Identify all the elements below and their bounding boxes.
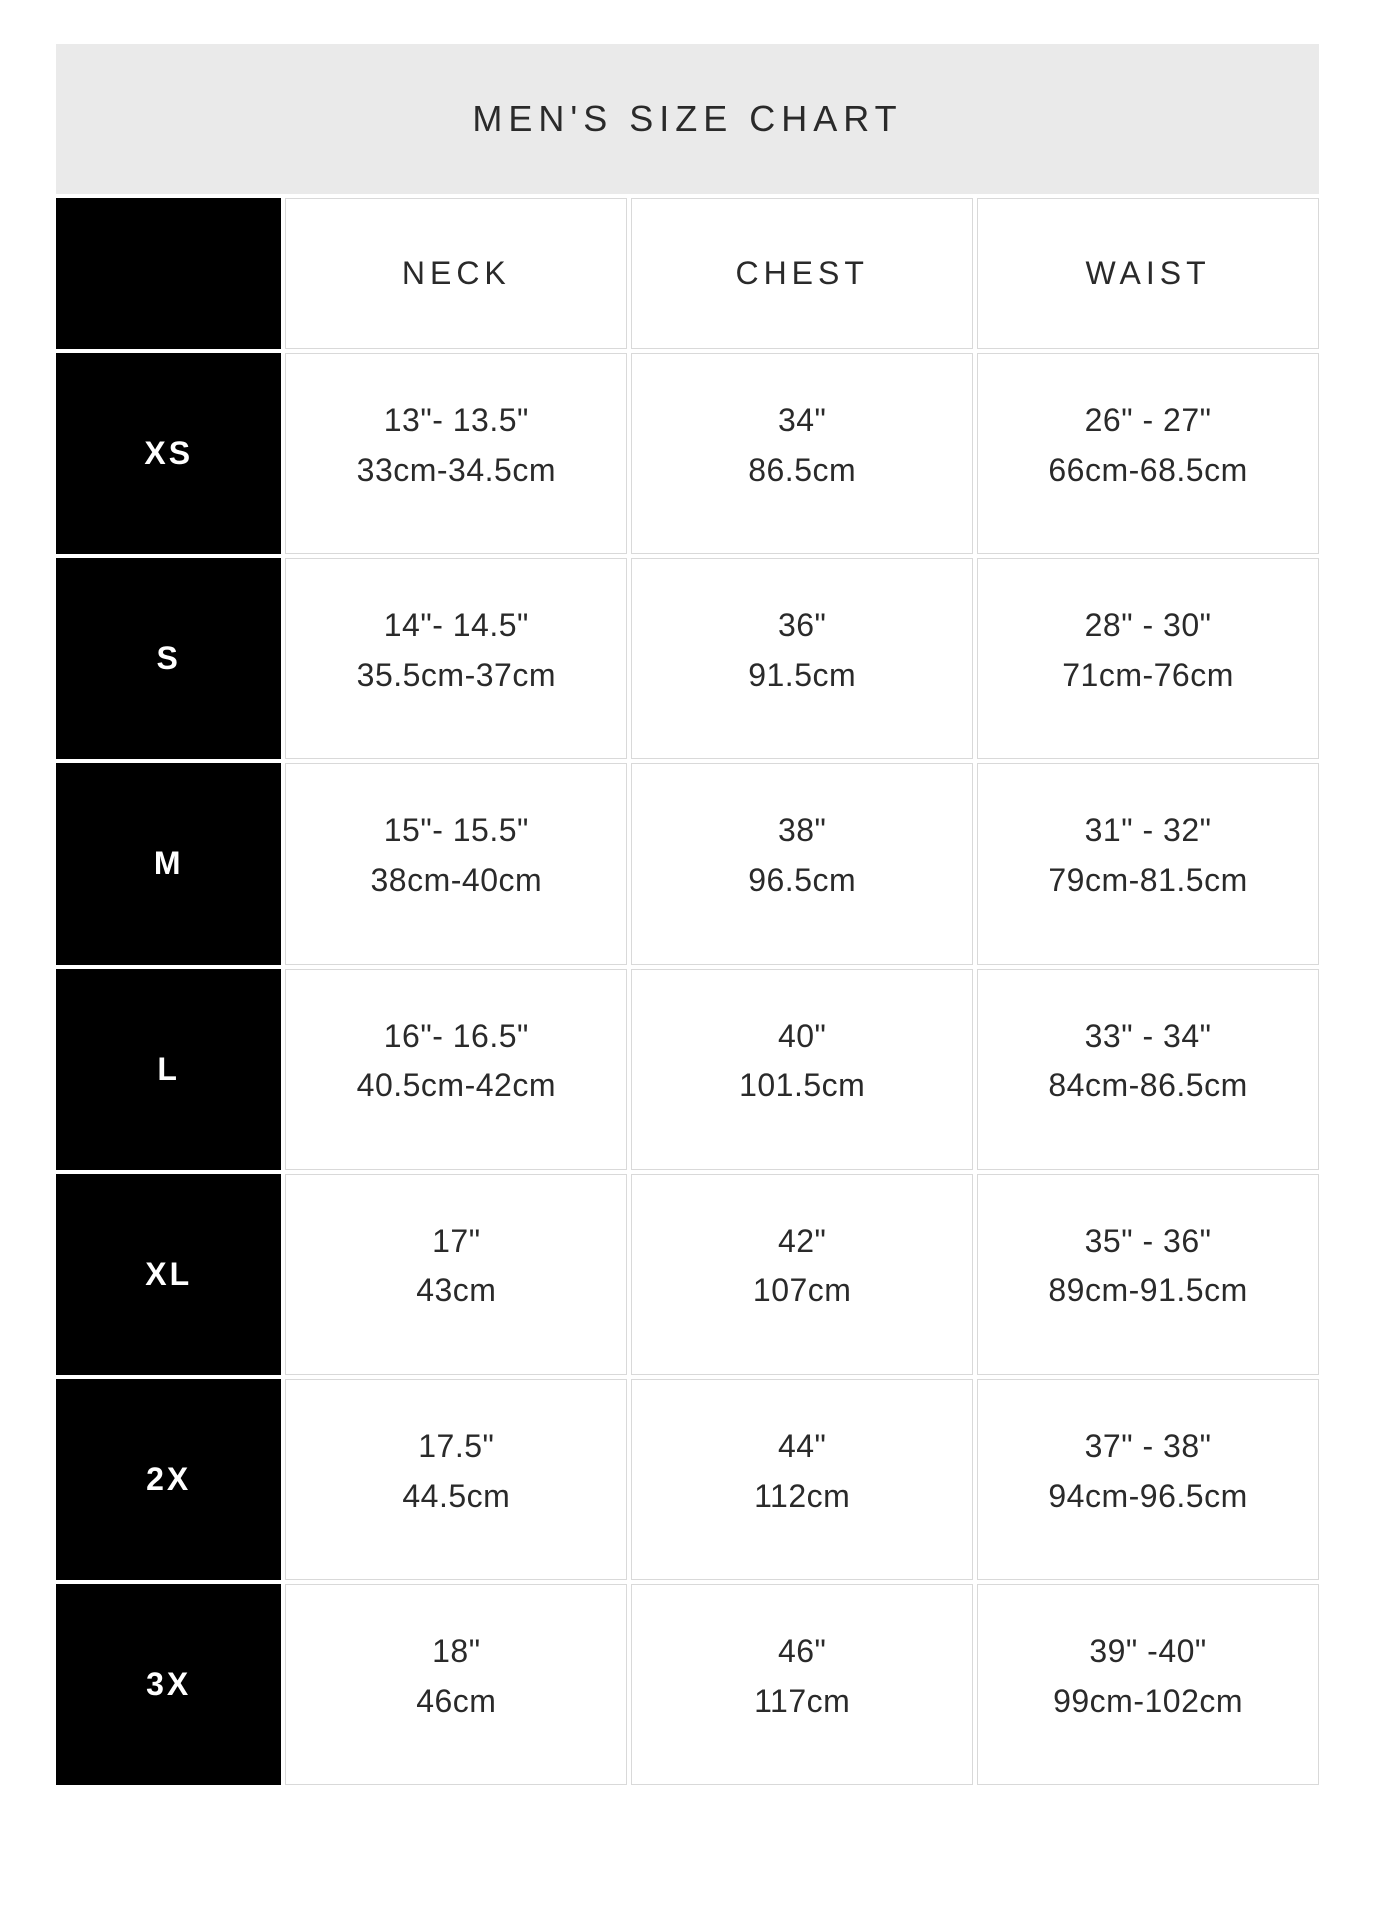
- cell-waist: 28" - 30"71cm-76cm: [977, 558, 1319, 759]
- value-inches: 13"- 13.5": [296, 396, 616, 446]
- cell-waist: 31" - 32"79cm-81.5cm: [977, 763, 1319, 964]
- cell-chest: 38"96.5cm: [631, 763, 973, 964]
- table-row: M15"- 15.5"38cm-40cm38"96.5cm31" - 32"79…: [56, 763, 1319, 964]
- cell-neck: 17.5"44.5cm: [285, 1379, 627, 1580]
- cell-chest: 42"107cm: [631, 1174, 973, 1375]
- value-inches: 46": [642, 1627, 962, 1677]
- value-cm: 112cm: [642, 1472, 962, 1522]
- value-cm: 86.5cm: [642, 446, 962, 496]
- value-inches: 33" - 34": [988, 1012, 1308, 1062]
- cell-neck: 15"- 15.5"38cm-40cm: [285, 763, 627, 964]
- value-inches: 28" - 30": [988, 601, 1308, 651]
- value-cm: 71cm-76cm: [988, 651, 1308, 701]
- cell-waist: 39" -40"99cm-102cm: [977, 1584, 1319, 1785]
- size-chart-container: MEN'S SIZE CHART NECK CHEST WAIST XS13"-…: [0, 0, 1375, 1909]
- value-inches: 44": [642, 1422, 962, 1472]
- value-cm: 40.5cm-42cm: [296, 1061, 616, 1111]
- cell-chest: 44"112cm: [631, 1379, 973, 1580]
- cell-neck: 16"- 16.5"40.5cm-42cm: [285, 969, 627, 1170]
- value-cm: 43cm: [296, 1266, 616, 1316]
- cell-chest: 36"91.5cm: [631, 558, 973, 759]
- column-header-chest: CHEST: [631, 198, 973, 349]
- value-inches: 34": [642, 396, 962, 446]
- value-inches: 26" - 27": [988, 396, 1308, 446]
- cell-chest: 34"86.5cm: [631, 353, 973, 554]
- table-row: 2X17.5"44.5cm44"112cm37" - 38"94cm-96.5c…: [56, 1379, 1319, 1580]
- size-chart-body: XS13"- 13.5"33cm-34.5cm34"86.5cm26" - 27…: [56, 353, 1319, 1785]
- column-header-size-blank: [56, 198, 281, 349]
- value-cm: 84cm-86.5cm: [988, 1061, 1308, 1111]
- table-row: 3X18"46cm46"117cm39" -40"99cm-102cm: [56, 1584, 1319, 1785]
- table-row: L16"- 16.5"40.5cm-42cm40"101.5cm33" - 34…: [56, 969, 1319, 1170]
- cell-neck: 18"46cm: [285, 1584, 627, 1785]
- value-inches: 35" - 36": [988, 1217, 1308, 1267]
- value-inches: 36": [642, 601, 962, 651]
- value-cm: 66cm-68.5cm: [988, 446, 1308, 496]
- value-cm: 107cm: [642, 1266, 962, 1316]
- table-row: S14"- 14.5"35.5cm-37cm36"91.5cm28" - 30"…: [56, 558, 1319, 759]
- value-cm: 38cm-40cm: [296, 856, 616, 906]
- value-cm: 44.5cm: [296, 1472, 616, 1522]
- value-inches: 37" - 38": [988, 1422, 1308, 1472]
- row-header-size: XS: [56, 353, 281, 554]
- value-inches: 17.5": [296, 1422, 616, 1472]
- size-chart-table: MEN'S SIZE CHART NECK CHEST WAIST XS13"-…: [52, 40, 1323, 1789]
- value-inches: 38": [642, 806, 962, 856]
- value-inches: 18": [296, 1627, 616, 1677]
- cell-waist: 33" - 34"84cm-86.5cm: [977, 969, 1319, 1170]
- table-title: MEN'S SIZE CHART: [56, 44, 1319, 194]
- value-cm: 46cm: [296, 1677, 616, 1727]
- column-header-neck: NECK: [285, 198, 627, 349]
- cell-chest: 40"101.5cm: [631, 969, 973, 1170]
- value-cm: 91.5cm: [642, 651, 962, 701]
- value-cm: 94cm-96.5cm: [988, 1472, 1308, 1522]
- column-header-waist: WAIST: [977, 198, 1319, 349]
- value-inches: 40": [642, 1012, 962, 1062]
- cell-neck: 13"- 13.5"33cm-34.5cm: [285, 353, 627, 554]
- value-inches: 16"- 16.5": [296, 1012, 616, 1062]
- value-cm: 101.5cm: [642, 1061, 962, 1111]
- row-header-size: S: [56, 558, 281, 759]
- row-header-size: XL: [56, 1174, 281, 1375]
- row-header-size: 3X: [56, 1584, 281, 1785]
- value-cm: 96.5cm: [642, 856, 962, 906]
- value-cm: 99cm-102cm: [988, 1677, 1308, 1727]
- value-cm: 89cm-91.5cm: [988, 1266, 1308, 1316]
- value-inches: 31" - 32": [988, 806, 1308, 856]
- table-row: XL17"43cm42"107cm35" - 36"89cm-91.5cm: [56, 1174, 1319, 1375]
- value-cm: 79cm-81.5cm: [988, 856, 1308, 906]
- value-inches: 17": [296, 1217, 616, 1267]
- row-header-size: M: [56, 763, 281, 964]
- cell-waist: 26" - 27"66cm-68.5cm: [977, 353, 1319, 554]
- value-inches: 14"- 14.5": [296, 601, 616, 651]
- row-header-size: L: [56, 969, 281, 1170]
- cell-chest: 46"117cm: [631, 1584, 973, 1785]
- value-inches: 42": [642, 1217, 962, 1267]
- table-row: XS13"- 13.5"33cm-34.5cm34"86.5cm26" - 27…: [56, 353, 1319, 554]
- cell-waist: 35" - 36"89cm-91.5cm: [977, 1174, 1319, 1375]
- value-inches: 15"- 15.5": [296, 806, 616, 856]
- value-cm: 117cm: [642, 1677, 962, 1727]
- cell-waist: 37" - 38"94cm-96.5cm: [977, 1379, 1319, 1580]
- value-cm: 33cm-34.5cm: [296, 446, 616, 496]
- value-inches: 39" -40": [988, 1627, 1308, 1677]
- cell-neck: 14"- 14.5"35.5cm-37cm: [285, 558, 627, 759]
- row-header-size: 2X: [56, 1379, 281, 1580]
- cell-neck: 17"43cm: [285, 1174, 627, 1375]
- value-cm: 35.5cm-37cm: [296, 651, 616, 701]
